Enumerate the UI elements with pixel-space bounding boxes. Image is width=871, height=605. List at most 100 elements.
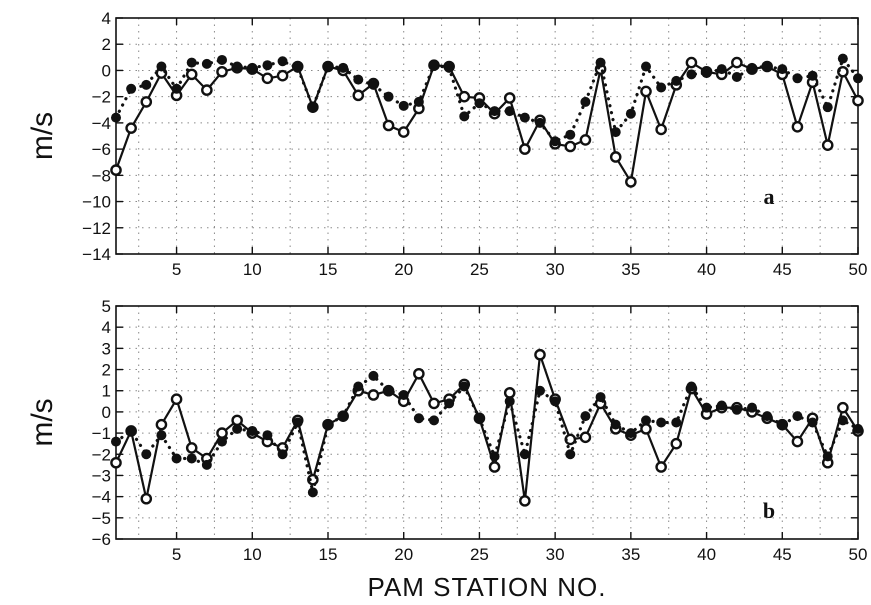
open-circle-point bbox=[640, 85, 652, 98]
filled-circle-point bbox=[126, 425, 137, 436]
open-circle-point bbox=[382, 119, 395, 132]
x-tick-label: 10 bbox=[243, 545, 262, 564]
filled-circle-point bbox=[731, 404, 742, 415]
filled-circle-point bbox=[353, 381, 364, 392]
filled-circle-point bbox=[535, 385, 545, 396]
filled-circle-point bbox=[671, 417, 682, 428]
open-circle-point bbox=[579, 134, 592, 146]
filled-circle-point bbox=[656, 82, 667, 93]
filled-circle-point bbox=[837, 415, 848, 426]
filled-circle-point bbox=[277, 56, 288, 67]
y-tick-label: −8 bbox=[92, 166, 111, 185]
y-axis-label: m/s bbox=[26, 112, 59, 160]
filled-circle-point bbox=[156, 430, 167, 441]
filled-circle-point bbox=[565, 449, 576, 460]
series-line-dotted bbox=[114, 373, 860, 493]
filled-circle-point bbox=[580, 411, 591, 422]
plot-frame bbox=[115, 305, 859, 540]
y-tick-label: −1 bbox=[92, 424, 111, 443]
filled-circle-point bbox=[747, 62, 757, 73]
open-circle-point bbox=[216, 65, 228, 78]
filled-circle-point bbox=[580, 96, 591, 107]
y-axis-label: m/s bbox=[26, 398, 59, 446]
open-circle-point bbox=[731, 56, 743, 69]
filled-circle-point bbox=[837, 53, 848, 64]
y-tick-label: −14 bbox=[82, 245, 111, 264]
filled-circle-point bbox=[595, 392, 606, 403]
x-tick-label: 35 bbox=[621, 545, 640, 564]
filled-circle-point bbox=[822, 102, 833, 113]
open-circle-point bbox=[579, 431, 592, 444]
y-tick-label: −4 bbox=[92, 114, 111, 133]
filled-circle-point bbox=[217, 436, 227, 447]
y-tick-label: −10 bbox=[82, 193, 111, 212]
x-tick-label: 30 bbox=[546, 545, 565, 564]
filled-circle-point bbox=[716, 400, 727, 411]
open-circle-point bbox=[110, 456, 122, 469]
open-circle-point bbox=[276, 69, 289, 82]
open-circle-point bbox=[397, 126, 410, 138]
filled-circle-point bbox=[777, 419, 788, 430]
open-circle-point bbox=[655, 123, 667, 136]
x-tick-label: 5 bbox=[172, 260, 181, 279]
filled-circle-point bbox=[201, 459, 212, 470]
filled-circle-point bbox=[459, 111, 470, 122]
open-circle-point bbox=[155, 418, 168, 431]
filled-circle-point bbox=[671, 75, 682, 86]
filled-circle-point bbox=[141, 449, 152, 460]
open-circle-point bbox=[458, 90, 471, 103]
y-tick-label: −12 bbox=[82, 219, 111, 238]
open-circle-point bbox=[367, 389, 380, 401]
filled-circle-point bbox=[504, 396, 515, 407]
filled-circle-point bbox=[504, 106, 515, 117]
filled-circle-point bbox=[156, 61, 167, 72]
filled-circle-point bbox=[338, 411, 349, 422]
filled-circle-point bbox=[762, 61, 773, 72]
filled-circle-point bbox=[853, 423, 863, 434]
filled-circle-point bbox=[126, 83, 137, 94]
open-circle-point bbox=[140, 492, 153, 505]
filled-circle-point bbox=[535, 117, 545, 128]
filled-circle-point bbox=[519, 449, 530, 460]
open-circle-point bbox=[170, 393, 183, 406]
filled-circle-point bbox=[247, 425, 258, 436]
filled-circle-point bbox=[429, 60, 439, 71]
filled-circle-point bbox=[323, 419, 333, 430]
open-circle-point bbox=[140, 96, 153, 108]
x-tick-label: 50 bbox=[849, 260, 868, 279]
filled-circle-point bbox=[413, 96, 424, 107]
filled-circle-point bbox=[550, 136, 561, 147]
y-tick-label: 0 bbox=[102, 61, 111, 80]
filled-circle-point bbox=[307, 487, 318, 498]
open-circle-point bbox=[519, 495, 531, 507]
x-tick-label: 15 bbox=[319, 260, 338, 279]
y-tick-label: 1 bbox=[102, 382, 111, 401]
filled-circle-point bbox=[141, 79, 152, 90]
y-tick-label: 3 bbox=[102, 339, 111, 358]
filled-circle-point bbox=[822, 451, 833, 462]
filled-circle-point bbox=[277, 449, 288, 460]
x-tick-label: 45 bbox=[773, 260, 792, 279]
panel-letter: a bbox=[763, 184, 774, 209]
x-tick-label: 10 bbox=[243, 260, 262, 279]
filled-circle-point bbox=[111, 112, 121, 123]
filled-circle-point bbox=[610, 127, 621, 138]
panel-letter: b bbox=[763, 498, 775, 523]
filled-circle-point bbox=[716, 64, 727, 75]
filled-circle-point bbox=[368, 370, 379, 381]
filled-circle-point bbox=[641, 415, 651, 426]
filled-circle-point bbox=[201, 58, 212, 69]
filled-circle-point bbox=[853, 73, 863, 84]
open-circle-point bbox=[503, 387, 516, 399]
filled-circle-point bbox=[489, 451, 500, 462]
open-circle-point bbox=[201, 84, 213, 96]
filled-circle-point bbox=[186, 57, 197, 68]
x-tick-label: 5 bbox=[172, 545, 181, 564]
filled-circle-point bbox=[262, 430, 273, 441]
x-tick-label: 20 bbox=[394, 545, 413, 564]
open-circle-point bbox=[428, 397, 440, 410]
filled-circle-point bbox=[807, 70, 818, 81]
filled-circle-point bbox=[383, 385, 394, 396]
filled-circle-point bbox=[353, 74, 364, 85]
